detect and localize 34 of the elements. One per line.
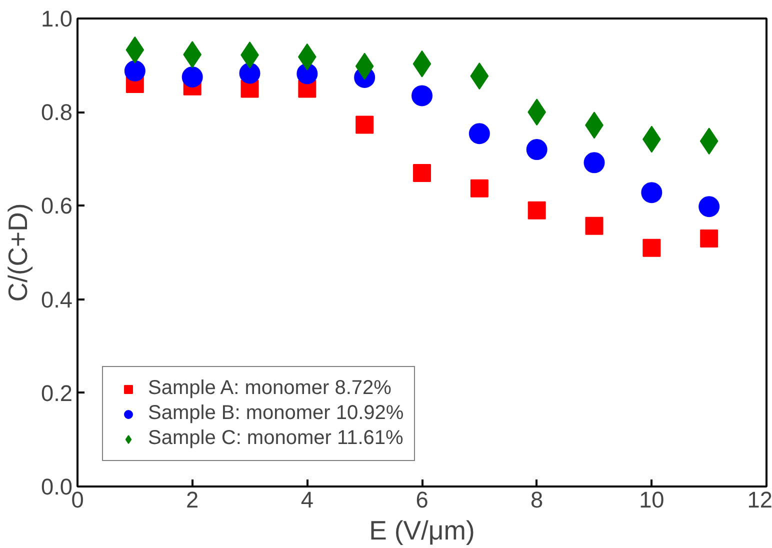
x-tick-label: 2 [186, 486, 199, 512]
point [124, 60, 146, 82]
y-tick-label: 1.0 [41, 6, 73, 32]
point [528, 201, 546, 220]
point [526, 139, 548, 160]
legend-label: Sample A: monomer 8.72% [148, 377, 392, 400]
x-tick-label: 10 [639, 486, 664, 512]
point [642, 238, 661, 257]
point [356, 116, 374, 134]
x-tick-label: 4 [300, 486, 314, 512]
x-tick-label: 12 [747, 486, 772, 512]
point [700, 229, 718, 248]
point [470, 179, 488, 198]
point [698, 196, 720, 218]
point [182, 66, 203, 88]
x-tick-label: 6 [416, 486, 428, 512]
point [468, 123, 490, 144]
y-tick-label: 0.8 [41, 99, 73, 126]
point [413, 164, 431, 182]
legend-label: Sample B: monomer 10.92% [148, 402, 404, 425]
y-tick-label: 0.4 [41, 286, 73, 312]
y-tick-label: 0.0 [41, 474, 73, 500]
point [584, 152, 605, 174]
y-tick-label: 0.6 [41, 192, 73, 219]
point [412, 85, 432, 106]
point [585, 216, 604, 235]
point [641, 182, 662, 204]
x-tick-label: 0 [71, 486, 84, 512]
x-axis-title: E (V/μm) [369, 516, 475, 546]
y-axis-title: C/(C+D) [3, 203, 34, 302]
y-tick-label: 0.2 [41, 380, 73, 406]
x-tick-label: 8 [530, 486, 544, 512]
point [239, 62, 260, 84]
legend-label: Sample C: monomer 11.61% [148, 427, 404, 450]
